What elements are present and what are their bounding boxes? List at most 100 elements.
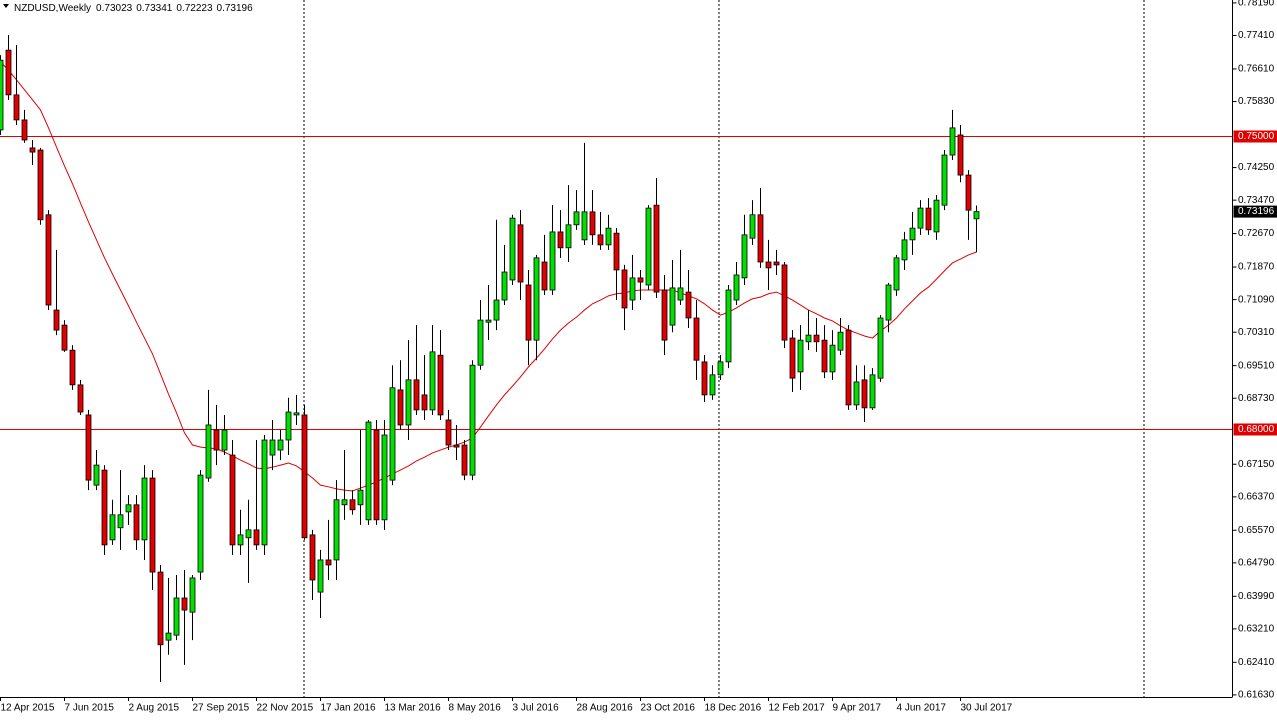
candle-body xyxy=(718,362,723,375)
candle-body xyxy=(262,440,267,545)
candle-body xyxy=(878,318,883,378)
candle-body xyxy=(846,330,851,405)
candle-body xyxy=(574,212,579,225)
symbol-period: NZDUSD,Weekly xyxy=(14,3,91,14)
candle-body xyxy=(974,212,979,219)
candle-body xyxy=(766,262,771,268)
candle-body xyxy=(86,415,91,480)
candle-body xyxy=(934,200,939,232)
candle-body xyxy=(62,325,67,350)
plot-area xyxy=(0,35,1233,682)
y-tick-label: 0.69510 xyxy=(1238,360,1275,371)
candle-body xyxy=(382,435,387,520)
candle-body xyxy=(430,352,435,410)
candle-body xyxy=(638,278,643,282)
x-tick-label: 22 Nov 2015 xyxy=(257,703,314,714)
candle-body xyxy=(0,60,3,130)
candle-body xyxy=(542,262,547,290)
y-tick-label: 0.75830 xyxy=(1238,96,1275,107)
candle-body xyxy=(806,335,811,342)
y-tick-label: 0.62410 xyxy=(1238,657,1275,668)
candle-body xyxy=(126,505,131,512)
candle-body xyxy=(374,430,379,520)
candle-body xyxy=(774,262,779,265)
x-tick-label: 12 Apr 2015 xyxy=(1,703,55,714)
candle-body xyxy=(470,365,475,475)
candle-body xyxy=(446,420,451,445)
y-tick-label: 0.65570 xyxy=(1238,525,1275,536)
y-tick-label: 0.76610 xyxy=(1238,64,1275,75)
candle-body xyxy=(606,228,611,245)
candle-body xyxy=(414,380,419,410)
candle-body xyxy=(782,265,787,340)
x-tick-label: 17 Jan 2016 xyxy=(321,703,376,714)
candle-body xyxy=(230,455,235,545)
candle-body xyxy=(6,50,11,95)
candle-body xyxy=(166,633,171,640)
y-tick-label: 0.77410 xyxy=(1238,30,1275,41)
candle-body xyxy=(398,390,403,425)
candle-body xyxy=(254,530,259,545)
x-tick-label: 13 Mar 2016 xyxy=(385,703,442,714)
x-tick-label: 28 Aug 2016 xyxy=(577,703,634,714)
candle-body xyxy=(518,225,523,282)
x-tick-label: 8 May 2016 xyxy=(449,703,502,714)
candle-body xyxy=(830,345,835,372)
y-tick-label: 0.71870 xyxy=(1238,262,1275,273)
candle-body xyxy=(646,208,651,285)
candle-body xyxy=(334,500,339,560)
candle-body xyxy=(14,95,19,120)
candle-body xyxy=(550,232,555,290)
candle-body xyxy=(622,270,627,308)
candle-body xyxy=(142,478,147,540)
x-tick-label: 12 Feb 2017 xyxy=(769,703,826,714)
candle-body xyxy=(910,228,915,240)
candle-body xyxy=(406,380,411,425)
x-tick-label: 23 Oct 2016 xyxy=(641,703,696,714)
candle-body xyxy=(102,470,107,545)
y-tick-label: 0.70310 xyxy=(1238,327,1275,338)
candle-body xyxy=(654,205,659,292)
candle-body xyxy=(422,395,427,410)
candle-body xyxy=(350,500,355,510)
candle-body xyxy=(966,175,971,210)
candle-body xyxy=(150,478,155,572)
candle-body xyxy=(558,232,563,248)
x-tick-label: 2 Aug 2015 xyxy=(129,703,180,714)
candle-body xyxy=(590,212,595,235)
y-tick-label: 0.63990 xyxy=(1238,591,1275,602)
candle-body xyxy=(582,212,587,240)
y-tick-label: 0.71090 xyxy=(1238,294,1275,305)
candle-body xyxy=(566,225,571,248)
candle-body xyxy=(694,318,699,360)
candle-body xyxy=(630,278,635,300)
close-value: 0.73196 xyxy=(217,3,254,14)
candle-body xyxy=(318,560,323,592)
y-tick-label: 0.63210 xyxy=(1238,624,1275,635)
y-tick-label: 0.64790 xyxy=(1238,558,1275,569)
candle-body xyxy=(790,338,795,378)
candle-body xyxy=(390,388,395,480)
x-tick-label: 9 Apr 2017 xyxy=(833,703,882,714)
candle-body xyxy=(270,440,275,455)
candle-body xyxy=(110,515,115,540)
candle-body xyxy=(478,320,483,365)
candle-body xyxy=(894,258,899,290)
candle-body xyxy=(854,382,859,405)
price-label: 0.68000 xyxy=(1238,424,1275,435)
candle-body xyxy=(38,150,43,220)
candle-body xyxy=(678,288,683,300)
candle-body xyxy=(326,560,331,565)
candle-body xyxy=(134,505,139,540)
candle-body xyxy=(942,155,947,205)
candle-body xyxy=(278,440,283,450)
candle-body xyxy=(870,375,875,408)
candle-body xyxy=(310,535,315,580)
candle-body xyxy=(758,215,763,262)
candle-body xyxy=(686,292,691,318)
candle-body xyxy=(286,412,291,440)
high-value: 0.73341 xyxy=(136,3,173,14)
candle-body xyxy=(302,415,307,538)
